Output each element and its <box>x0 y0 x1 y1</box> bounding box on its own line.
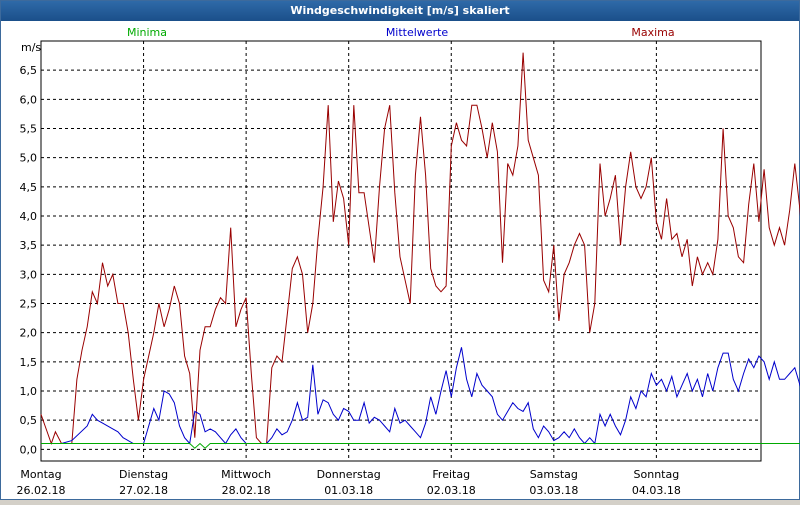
y-tick-labels: 0,0 0,5 1,0 1,5 2,0 2,5 3,0 3,5 4,0 4,5 5,0 5,5 6,0 6… <box>20 64 38 456</box>
plot-border <box>40 40 762 462</box>
wind-speed-chart: Minima Mittelwerte Maxima m/s 0,0 0,5 1,0 1… <box>17 26 800 497</box>
series-layer <box>40 52 800 449</box>
y-tick-label: 2,5 <box>20 298 38 311</box>
legend-minima: Minima <box>127 26 167 39</box>
legend-maxima: Maxima <box>631 26 674 39</box>
x-tick-date: 28.02.18 <box>222 484 271 497</box>
x-tick-date: 01.03.18 <box>324 484 373 497</box>
y-tick-label: 3,0 <box>20 268 38 281</box>
x-tick-date: 26.02.18 <box>17 484 66 497</box>
x-tick-labels: Montag 26.02.18 Dienstag 27.02.18 Mittwoch 28… <box>17 468 681 497</box>
y-axis-unit: m/s <box>21 41 41 54</box>
series-line-mittelwerte <box>41 347 800 445</box>
y-tick-label: 1,0 <box>20 385 38 398</box>
x-tick-day: Dienstag <box>119 468 168 481</box>
x-tick-day: Samstag <box>530 468 578 481</box>
grid-lines <box>40 40 762 462</box>
y-tick-label: 5,5 <box>20 123 38 136</box>
y-tick-label: 4,0 <box>20 210 38 223</box>
y-tick-label: 0,5 <box>20 414 38 427</box>
plot-area: Minima Mittelwerte Maxima m/s 0,0 0,5 1,0 1… <box>1 21 800 501</box>
legend-mittelwerte: Mittelwerte <box>386 26 449 39</box>
y-tick-label: 6,0 <box>20 93 38 106</box>
x-tick-day: Sonntag <box>634 468 680 481</box>
y-tick-label: 3,5 <box>20 239 38 252</box>
y-tick-label: 4,5 <box>20 181 38 194</box>
x-tick-day: Mittwoch <box>221 468 271 481</box>
x-tick-date: 27.02.18 <box>119 484 168 497</box>
y-tick-label: 2,0 <box>20 327 38 340</box>
x-tick-day: Freitag <box>432 468 470 481</box>
window-title: Windgeschwindigkeit [m/s] skaliert <box>1 1 799 21</box>
series-line-maxima <box>40 52 800 446</box>
x-tick-date: 02.03.18 <box>427 484 476 497</box>
series-line-minima <box>41 442 800 449</box>
x-tick-date: 04.03.18 <box>632 484 681 497</box>
y-tick-label: 1,5 <box>20 356 38 369</box>
x-tick-day: Montag <box>20 468 61 481</box>
y-tick-label: 5,0 <box>20 152 38 165</box>
y-tick-label: 0,0 <box>20 443 38 456</box>
x-tick-day: Donnerstag <box>317 468 381 481</box>
y-tick-label: 6,5 <box>20 64 38 77</box>
x-tick-date: 03.03.18 <box>529 484 578 497</box>
